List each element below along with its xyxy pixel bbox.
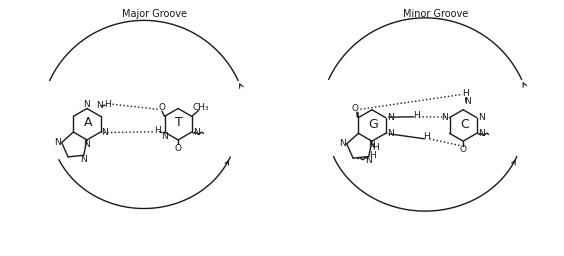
Text: Minor Groove: Minor Groove bbox=[403, 9, 468, 19]
Text: N: N bbox=[365, 156, 372, 165]
Text: N: N bbox=[83, 100, 90, 109]
Text: N: N bbox=[339, 139, 346, 148]
Text: N: N bbox=[193, 127, 200, 136]
Text: H: H bbox=[104, 100, 111, 109]
Text: A: A bbox=[84, 116, 92, 130]
Text: H: H bbox=[372, 143, 378, 152]
Text: T: T bbox=[175, 116, 183, 130]
Text: O: O bbox=[175, 144, 182, 153]
Text: CH₃: CH₃ bbox=[193, 103, 209, 112]
Text: G: G bbox=[368, 118, 378, 131]
Text: H: H bbox=[369, 151, 376, 160]
Text: N: N bbox=[54, 138, 60, 147]
Text: N: N bbox=[369, 141, 375, 150]
Text: O: O bbox=[460, 145, 466, 154]
Text: N: N bbox=[80, 155, 87, 164]
Text: N: N bbox=[387, 129, 394, 138]
Text: Major Groove: Major Groove bbox=[122, 9, 187, 19]
Text: N: N bbox=[102, 127, 108, 136]
Text: N: N bbox=[464, 97, 470, 106]
Text: H: H bbox=[154, 126, 161, 135]
Text: C: C bbox=[460, 118, 469, 131]
Text: N: N bbox=[478, 113, 484, 122]
Text: H: H bbox=[462, 89, 469, 98]
Text: N: N bbox=[161, 132, 168, 141]
Text: O: O bbox=[352, 104, 359, 113]
Text: N: N bbox=[478, 129, 484, 138]
Text: H: H bbox=[424, 132, 430, 141]
Text: N: N bbox=[442, 113, 448, 122]
Text: O: O bbox=[158, 103, 165, 112]
Text: N: N bbox=[387, 113, 394, 122]
Text: N: N bbox=[83, 140, 90, 149]
Text: H: H bbox=[413, 111, 420, 120]
Text: N: N bbox=[96, 101, 103, 110]
